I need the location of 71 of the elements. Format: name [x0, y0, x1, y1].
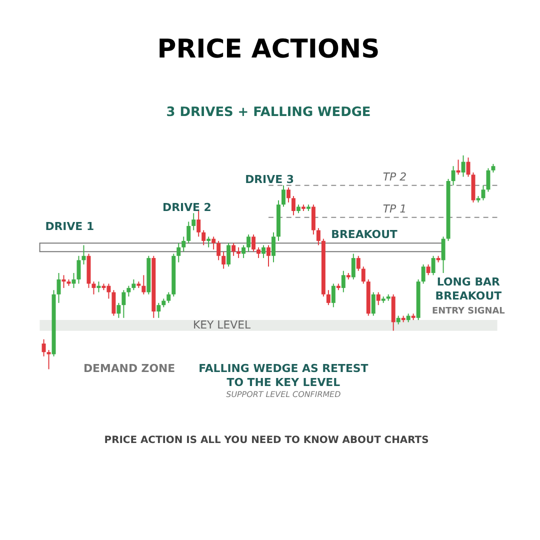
candlestick — [246, 234, 251, 252]
candlestick — [92, 281, 96, 295]
candlestick — [356, 255, 360, 272]
candlestick — [156, 302, 161, 318]
candlestick — [122, 290, 126, 318]
candlestick — [132, 278, 136, 291]
candlestick — [252, 234, 256, 252]
annotation: BREAKOUT — [331, 228, 398, 241]
candlestick — [361, 266, 366, 284]
candlestick — [282, 184, 286, 208]
candlestick — [341, 270, 346, 293]
candlestick — [311, 204, 316, 236]
annotation: DRIVE 1 — [45, 220, 94, 233]
candlestick — [466, 157, 470, 178]
candlestick — [286, 186, 290, 203]
candlestick — [196, 210, 201, 238]
band-label: KEY LEVEL — [192, 318, 252, 332]
candlestick — [431, 255, 436, 276]
chart-subtitle: 3 DRIVES + FALLING WEDGE — [166, 105, 371, 120]
candlestick — [441, 236, 446, 274]
candlestick — [186, 221, 191, 244]
candlestick — [72, 272, 76, 288]
annotation: DRIVE 3 — [245, 173, 294, 186]
candlestick — [426, 264, 430, 276]
candlestick — [242, 244, 246, 259]
candlestick — [216, 240, 221, 261]
candlestick — [182, 236, 186, 252]
candlestick — [192, 212, 196, 231]
candlestick — [76, 255, 81, 284]
candlestick — [256, 246, 261, 259]
ref-line-label: TP 2 — [382, 170, 407, 184]
candlestick — [331, 283, 336, 308]
annotation: DEMAND ZONE — [83, 362, 176, 376]
candlestick — [226, 242, 231, 268]
annotation: FALLING WEDGE AS RETEST TO THE KEY LEVEL — [198, 362, 369, 390]
candlestick — [96, 281, 101, 293]
candlestick — [222, 251, 226, 270]
ref-line-label: TP 1 — [382, 202, 407, 216]
candlestick — [262, 244, 266, 259]
candlestick — [126, 285, 131, 298]
candlestick — [206, 236, 211, 248]
candlestick — [236, 246, 241, 259]
candlestick — [376, 292, 380, 306]
candlestick — [202, 230, 206, 246]
candlestick — [46, 349, 51, 370]
candlestick — [326, 290, 330, 306]
candlestick — [371, 292, 376, 316]
annotation: ENTRY SIGNAL — [432, 306, 506, 317]
candlestick — [142, 274, 146, 295]
candlestick — [42, 338, 46, 357]
candlestick — [351, 253, 356, 280]
candlestick — [116, 302, 121, 318]
candlestick — [232, 242, 236, 256]
candlestick — [112, 290, 116, 316]
text: PRICE ACTION IS ALL YOU NEED TO KNOW ABOUT CHARTS — [104, 434, 429, 446]
annotation: DRIVE 2 — [162, 201, 212, 214]
chart-title: PRICE ACTIONS — [157, 34, 380, 64]
candlestick — [421, 264, 426, 284]
candlestick — [82, 244, 86, 265]
candlestick — [456, 159, 460, 176]
candlestick — [291, 196, 296, 216]
candlestick — [266, 244, 270, 268]
candlestick — [176, 242, 181, 263]
candlestick — [451, 166, 456, 186]
candlestick — [166, 292, 171, 304]
annotation: LONG BAR BREAKOUT — [435, 276, 502, 303]
candlestick — [272, 232, 276, 263]
candlestick — [212, 236, 216, 250]
candlestick — [461, 154, 466, 178]
text: SUPPORT LEVEL CONFIRMED — [226, 390, 341, 400]
candlestick — [316, 228, 320, 246]
